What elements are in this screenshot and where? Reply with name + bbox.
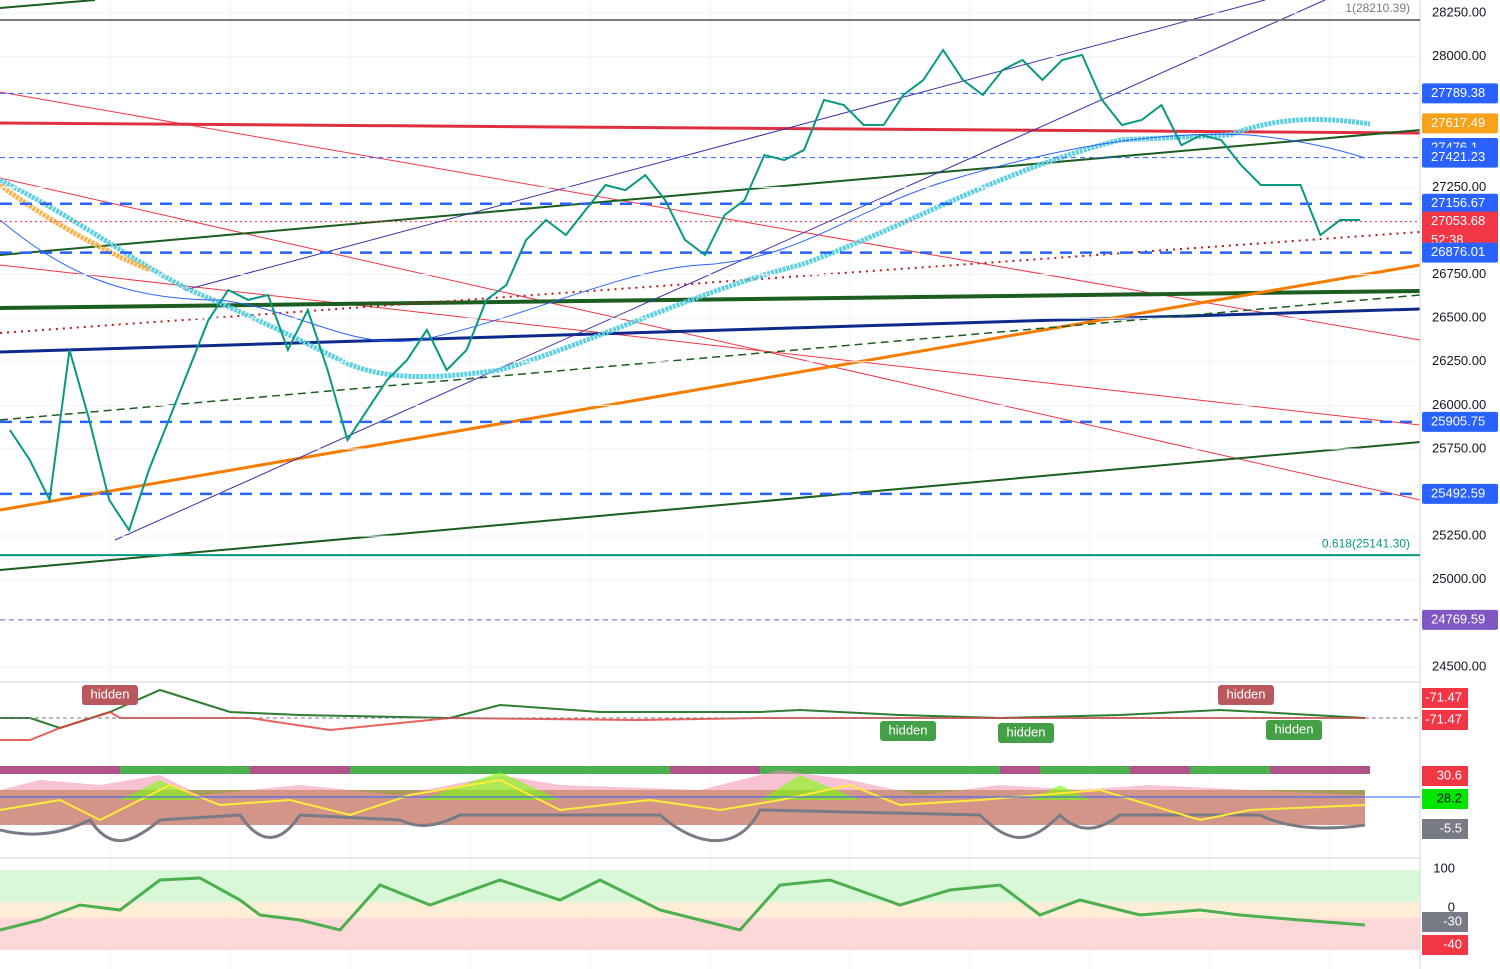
- price-label-box: [1422, 113, 1498, 134]
- indicator-label: 0: [1448, 899, 1455, 914]
- hidden-tag-box: [1218, 685, 1274, 705]
- indicator-label-box: [1422, 935, 1468, 955]
- price-label: 27421.23: [1431, 149, 1485, 164]
- y-tick-label: 26750.00: [1432, 266, 1486, 281]
- y-tick-label: 26500.00: [1432, 310, 1486, 325]
- price-line: [9, 48, 1361, 533]
- price-label: 24769.59: [1431, 611, 1485, 626]
- indicator-label: 100: [1433, 860, 1455, 875]
- hidden-tag: hidden: [1226, 686, 1265, 701]
- hidden-tag-box: [82, 685, 138, 705]
- indicator-panes: [0, 0, 1421, 969]
- hidden-tag-box: [880, 721, 936, 741]
- indicator-label: -71.47: [1425, 689, 1462, 704]
- y-tick-label: 25250.00: [1432, 528, 1486, 543]
- y-tick-label: 26250.00: [1432, 353, 1486, 368]
- indicator-label: -71.47: [1425, 711, 1462, 726]
- indicator-label-box: [1422, 789, 1468, 809]
- price-label: 27617.49: [1431, 115, 1485, 130]
- indicator-label: 30.6: [1437, 767, 1462, 782]
- fib-label: 0.618(25141.30): [1322, 536, 1410, 550]
- price-label: 27156.67: [1431, 195, 1485, 210]
- indicator-label: 28.2: [1437, 790, 1462, 805]
- hidden-tag: hidden: [90, 686, 129, 701]
- price-label-box: [1422, 147, 1498, 168]
- price-label-box: [1422, 609, 1498, 630]
- indicator-label-box: [1422, 819, 1468, 839]
- hidden-tag: hidden: [1006, 724, 1045, 739]
- price-label: 25492.59: [1431, 485, 1485, 500]
- indicator-label: -5.5: [1440, 820, 1462, 835]
- price-label: 27053.68: [1431, 213, 1485, 228]
- y-tick-label: 27250.00: [1432, 179, 1486, 194]
- indicator-label: -30: [1443, 913, 1462, 928]
- price-label: 26876.01: [1431, 244, 1485, 259]
- y-tick-label: 28250.00: [1432, 5, 1486, 20]
- price-label-box: [1422, 193, 1498, 214]
- indicator-label-box: [1422, 766, 1468, 786]
- y-tick-label: 25750.00: [1432, 440, 1486, 455]
- hidden-tag-box: [998, 723, 1054, 743]
- hidden-tag: hidden: [1274, 721, 1313, 736]
- price-label-box: [1422, 83, 1498, 104]
- price-label: 25905.75: [1431, 413, 1485, 428]
- hidden-tag: hidden: [888, 722, 927, 737]
- price-label-box: [1422, 242, 1498, 263]
- indicator-label-box: [1422, 912, 1468, 932]
- hidden-tag-box: [1266, 720, 1322, 740]
- price-label-box: [1422, 483, 1498, 504]
- price-label: 27789.38: [1431, 85, 1485, 100]
- trendlines: [0, 0, 1421, 571]
- indicator-label-box: [1422, 688, 1468, 708]
- price-label-box: [1422, 211, 1498, 252]
- indicator-label: -40: [1443, 936, 1462, 951]
- y-tick-label: 26000.00: [1432, 397, 1486, 412]
- y-tick-label: 28000.00: [1432, 48, 1486, 63]
- price-label-box: [1422, 411, 1498, 432]
- y-tick-label: 24500.00: [1432, 658, 1486, 673]
- indicator-label-box: [1422, 710, 1468, 730]
- fib-label: 1(28210.39): [1345, 1, 1410, 15]
- y-tick-label: 25000.00: [1432, 571, 1486, 586]
